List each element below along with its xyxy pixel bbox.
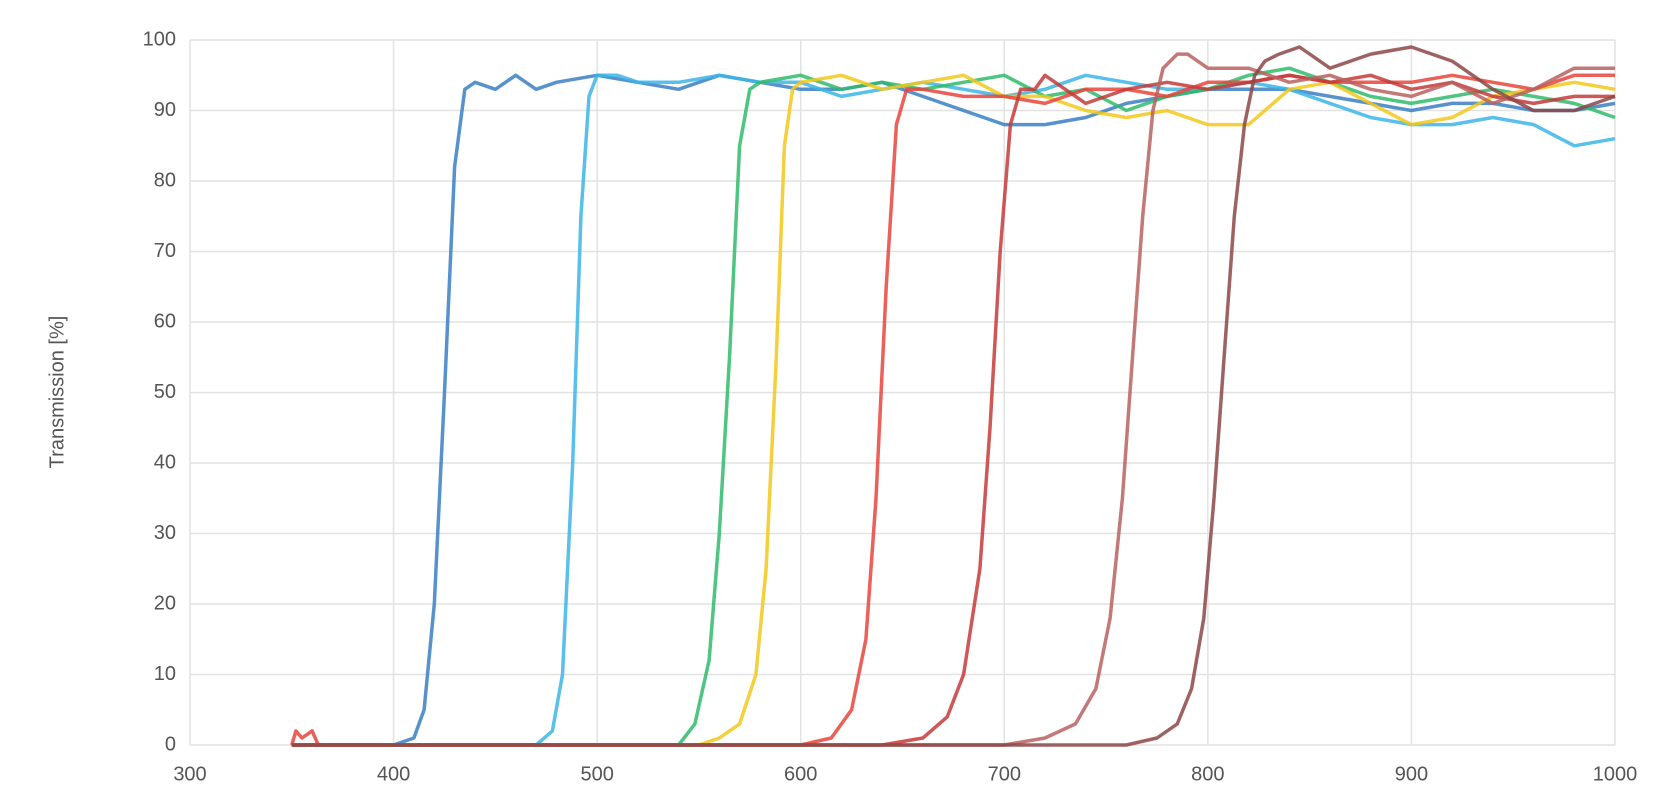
y-tick-label: 100 [143, 28, 176, 50]
y-tick-label: 70 [154, 240, 176, 262]
y-axis-label: Transmission [%] [46, 316, 68, 469]
x-tick-label: 500 [580, 763, 613, 785]
y-tick-label: 30 [154, 522, 176, 544]
x-tick-label: 700 [988, 763, 1021, 785]
series-line [290, 73, 1615, 747]
y-tick-label: 50 [154, 381, 176, 403]
x-tick-label: 1000 [1593, 763, 1638, 785]
series-line [291, 73, 1615, 747]
series-line [291, 73, 1616, 747]
y-tick-label: 80 [154, 169, 176, 191]
x-tick-label: 800 [1191, 763, 1224, 785]
y-tick-label: 90 [154, 99, 176, 121]
series-line [291, 73, 1616, 747]
x-tick-label: 900 [1395, 763, 1428, 785]
series-line [291, 52, 1615, 747]
series-line [291, 45, 1616, 747]
series-line [291, 73, 1616, 747]
y-tick-label: 40 [154, 451, 176, 473]
y-tick-label: 60 [154, 310, 176, 332]
y-tick-label: 0 [165, 733, 176, 755]
x-tick-label: 600 [784, 763, 817, 785]
y-tick-label: 10 [154, 663, 176, 685]
y-tick-label: 20 [154, 592, 176, 614]
x-tick-label: 400 [377, 763, 410, 785]
series-line [291, 66, 1616, 747]
x-tick-label: 300 [173, 763, 206, 785]
